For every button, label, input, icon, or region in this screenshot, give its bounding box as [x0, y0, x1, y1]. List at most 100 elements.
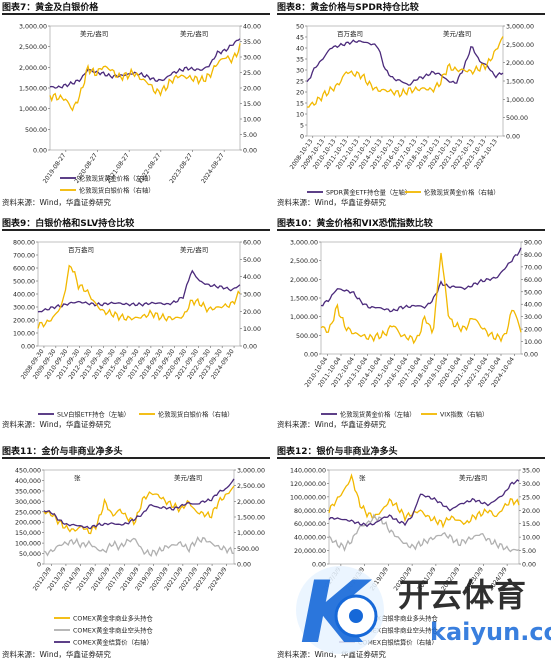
legend-label-1: 伦敦现货黄金价格（右轴）	[424, 187, 500, 196]
unit-note-left: 张	[359, 473, 366, 482]
legend-label-1: COMEX白银非商业空头持仓	[358, 625, 438, 634]
y-right-tick-label: 80.00	[524, 252, 542, 259]
chart-11-source: 资料来源：Wind，华鑫证券研究	[2, 650, 111, 659]
unit-note-left: 百万盎司	[68, 245, 94, 254]
y-left-tick-label: 3,000.00	[290, 240, 318, 247]
y-right-tick-label: 5.00	[243, 132, 257, 139]
series-line-0	[37, 269, 241, 313]
y-right-tick-label: 20.00	[243, 309, 261, 316]
y-left-tick-label: 0.00	[312, 562, 326, 569]
x-tick-label: 2023-08-27	[168, 152, 194, 185]
plot-frame	[306, 25, 504, 137]
y-left-tick-label: 100,000	[15, 541, 41, 548]
y-left-tick-label: 2,000.00	[290, 277, 318, 284]
y-left-tick-label: 20	[296, 90, 304, 97]
legend-label-1: 伦敦现货白银价格（右轴）	[79, 185, 155, 194]
chart-8-source: 资料来源：Wind，华鑫证券研究	[277, 198, 386, 207]
y-left-tick-label: 40,000.00	[294, 535, 326, 542]
y-left-tick-label: 50	[296, 24, 304, 31]
plot-frame	[320, 241, 522, 355]
y-right-tick-label: 15.00	[522, 521, 540, 528]
y-left-tick-label: 2,000.00	[19, 65, 47, 72]
y-left-tick-label: 700.00	[13, 253, 35, 260]
y-left-tick-label: 2,500.00	[19, 44, 47, 51]
y-right-tick-label: 40.00	[243, 24, 261, 31]
series-line-1	[37, 264, 241, 329]
y-left-tick-label: 500.00	[296, 333, 318, 340]
y-left-tick-label: 1,000.00	[290, 314, 318, 321]
y-left-tick-label: 500.00	[25, 127, 47, 134]
y-left-tick-label: 40	[296, 46, 304, 53]
y-left-tick-label: 800.00	[13, 240, 35, 247]
chart-9-svg: 0.00 100.00 200.00 300.00 400.00 500.00 600.00…	[13, 240, 261, 419]
y-right-tick-label: 1,000.00	[237, 530, 265, 537]
legend-label-0: SPDR黄金ETF持仓量（左轴）	[326, 187, 411, 196]
y-right-tick-label: 10.00	[524, 339, 542, 346]
chart-7-source: 资料来源：Wind，华鑫证券研究	[2, 198, 111, 207]
chart-12-source: 资料来源：Wind，华鑫证券研究	[277, 650, 386, 659]
y-left-tick-label: 400.00	[13, 292, 35, 299]
y-right-tick-label: 10.00	[243, 117, 261, 124]
y-left-tick-label: 200,000	[15, 520, 41, 527]
legend-label-2: COMEX白银结算价（右轴）	[358, 637, 438, 646]
watermark-brand-en: kaiyun.com	[430, 618, 551, 646]
y-left-tick-label: 200.00	[13, 318, 35, 325]
y-left-tick-label: 2,500.00	[290, 258, 318, 265]
chart-11-svg: 0 50,000 100,000 150,000 200,000 250,000 300,0…	[15, 468, 265, 647]
chart-9-title: 图表9：白银价格和SLV持仓比较	[2, 216, 270, 231]
y-right-tick-label: 3,000.00	[237, 468, 265, 475]
y-left-tick-label: 0.00	[33, 148, 47, 155]
legend-label-2: COMEX黄金结算价（右轴）	[73, 637, 153, 646]
y-left-tick-label: 10	[296, 112, 304, 119]
chart-7-svg: 0.00 500.00 1,000.00 1,500.00 2,000.00 2,500.…	[19, 24, 261, 195]
unit-note-right: 美元/盎司	[443, 29, 471, 38]
y-right-tick-label: 20.00	[243, 86, 261, 93]
panel-chart-10: 图表10：黄金价格和VIX恐慌指数比较 0.00 500.00 1,000.00 1,…	[277, 216, 549, 432]
plot-frame	[37, 241, 241, 347]
legend-label-1: 伦敦现货白银价格（右轴）	[158, 409, 234, 418]
y-right-tick-label: 60.00	[243, 240, 261, 247]
y-right-tick-label: 2,500.00	[237, 483, 265, 490]
y-right-tick-label: 0.00	[243, 148, 257, 155]
y-right-tick-label: 1,500.00	[506, 79, 534, 86]
y-left-tick-label: 60,000.00	[294, 521, 326, 528]
panel-chart-9: 图表9：白银价格和SLV持仓比较 0.00 100.00 200.00 300.00 4…	[2, 216, 274, 432]
y-left-tick-label: 30	[296, 68, 304, 75]
y-left-tick-label: 35	[296, 57, 304, 64]
watermark-logo: K 开云体育 kaiyun.com	[296, 563, 551, 662]
y-left-tick-label: 50,000	[19, 551, 41, 558]
x-tick-label: 2019-08-27	[42, 152, 68, 185]
chart-7-title: 图表7：黄金及白银价格	[2, 0, 270, 15]
y-left-tick-label: 120,000.00	[290, 481, 326, 488]
y-left-tick-label: 5	[300, 123, 304, 130]
plot-frame	[328, 469, 520, 565]
unit-note-right: 美元/盎司	[459, 473, 487, 482]
y-right-tick-label: 10.00	[243, 326, 261, 333]
y-left-tick-label: 300,000	[15, 499, 41, 506]
unit-note-right: 美元/盎司	[180, 245, 208, 254]
panel-chart-7: 图表7：黄金及白银价格 0.00 500.00 1,000.00 1,500.00 2,…	[2, 0, 274, 210]
legend-label-0: 伦敦现货黄金价格（左轴）	[79, 173, 155, 182]
y-left-tick-label: 150,000	[15, 530, 41, 537]
series-line-0	[306, 39, 504, 86]
y-right-tick-label: 0.00	[243, 344, 257, 351]
panel-chart-8: 图表8：黄金价格与SPDR持仓比较 0 5 10 15 20 25 30 35 40 45 50 0.…	[277, 0, 549, 210]
series-line-2	[328, 479, 520, 528]
chart-12-title: 图表12：银价与非商业净多头	[277, 444, 545, 459]
y-right-tick-label: 30.00	[243, 55, 261, 62]
y-right-tick-label: 35.00	[522, 468, 540, 475]
y-right-tick-label: 35.00	[243, 39, 261, 46]
y-right-tick-label: 70.00	[524, 264, 542, 271]
unit-note-right: 美元/盎司	[180, 29, 208, 38]
y-left-tick-label: 500.00	[13, 279, 35, 286]
y-right-tick-label: 0.00	[506, 134, 520, 141]
y-right-tick-label: 30.00	[524, 314, 542, 321]
y-right-tick-label: 25.00	[243, 70, 261, 77]
y-right-tick-label: 30.00	[522, 481, 540, 488]
y-right-tick-label: 50.00	[243, 257, 261, 264]
chart-8-title: 图表8：黄金价格与SPDR持仓比较	[277, 0, 545, 15]
y-right-tick-label: 2,500.00	[506, 42, 534, 49]
y-right-tick-label: 40.00	[243, 274, 261, 281]
y-left-tick-label: 140,000.00	[290, 468, 326, 475]
y-right-tick-label: 60.00	[524, 277, 542, 284]
